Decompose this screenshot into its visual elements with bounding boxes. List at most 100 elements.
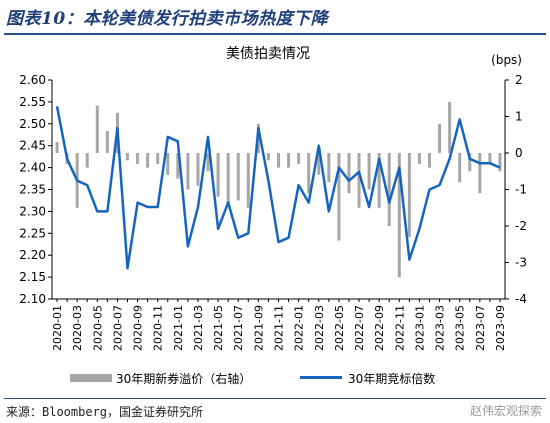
left-tick-label: 2.35 — [19, 183, 46, 197]
left-axis: 2.10 2.15 2.20 2.25 2.30 2.35 2.40 2.45 2.50 2.55… — [19, 73, 52, 306]
bar — [226, 153, 230, 205]
x-tick-label: 2023-07 — [474, 305, 487, 351]
x-tick-label: 2021-03 — [192, 305, 205, 351]
bar — [206, 153, 210, 172]
bar — [397, 153, 401, 278]
left-tick-label: 2.60 — [19, 73, 46, 87]
bar — [85, 153, 89, 168]
bar — [95, 105, 99, 153]
bar — [236, 153, 240, 201]
legend: 30年期新券溢价（右轴） 30年期竞标倍数 — [70, 371, 435, 386]
bar — [136, 153, 140, 164]
x-tick-label: 2020-09 — [132, 305, 145, 351]
x-tick-label: 2021-01 — [172, 305, 185, 351]
figure-header: 图表10：本轮美债发行拍卖市场热度下降 — [0, 0, 550, 36]
line-series — [55, 106, 501, 270]
right-tick-label: -4 — [515, 292, 527, 306]
x-tick-label: 2023-01 — [413, 305, 426, 351]
right-tick-label: -1 — [515, 183, 527, 197]
x-tick-label: 2022-01 — [293, 305, 306, 351]
x-tick-label: 2022-09 — [373, 305, 386, 351]
bar — [347, 153, 351, 194]
left-tick-label: 2.40 — [19, 161, 46, 175]
bar — [246, 153, 250, 208]
bar — [277, 153, 280, 168]
bar — [468, 153, 472, 172]
source-note: 来源：Bloomberg，国金证券研究所 — [6, 405, 204, 419]
combo-chart: 美债拍卖情况 (bps) 2.10 2.15 2.20 2.25 2.30 2.35 2.4… — [19, 46, 527, 386]
x-tick-label: 2023-05 — [454, 305, 467, 351]
legend-line-label: 30年期竞标倍数 — [348, 371, 435, 386]
bar — [407, 153, 411, 237]
x-tick-label: 2022-05 — [333, 305, 346, 351]
bar — [105, 131, 109, 153]
right-tick-label: -3 — [515, 256, 527, 270]
bar — [266, 153, 270, 161]
bar — [337, 153, 341, 241]
bar — [317, 153, 321, 175]
x-tick-label: 2022-03 — [313, 305, 326, 351]
x-tick-label: 2020-11 — [152, 305, 165, 351]
chart-title: 美债拍卖情况 — [226, 46, 310, 62]
bar — [196, 153, 200, 186]
right-tick-label: -2 — [515, 219, 527, 233]
bar — [357, 153, 361, 208]
x-tick-label: 2020-07 — [111, 305, 124, 351]
header-divider — [4, 33, 546, 35]
right-tick-label: 2 — [515, 73, 523, 87]
bar — [327, 153, 331, 183]
bar — [146, 153, 150, 168]
legend-bar-label: 30年期新券溢价（右轴） — [116, 371, 251, 386]
bar — [458, 153, 462, 183]
bar — [297, 153, 301, 164]
left-tick-label: 2.45 — [19, 139, 46, 153]
bar — [126, 153, 129, 161]
right-tick-label: 1 — [515, 110, 523, 124]
left-tick-label: 2.55 — [19, 95, 46, 109]
footer-divider — [4, 398, 546, 399]
bar — [498, 153, 502, 172]
bar — [176, 153, 180, 179]
bar — [377, 153, 381, 208]
bar — [367, 153, 371, 190]
bar — [387, 153, 391, 226]
x-tick-label: 2021-09 — [252, 305, 265, 351]
bar — [428, 153, 431, 168]
left-tick-label: 2.15 — [19, 270, 46, 284]
x-tick-label: 2021-11 — [273, 305, 286, 351]
legend-line-swatch — [300, 376, 342, 379]
bar — [307, 153, 311, 194]
left-tick-label: 2.10 — [19, 292, 46, 306]
plot-frame — [51, 80, 506, 300]
figure-title: 图表10：本轮美债发行拍卖市场热度下降 — [6, 9, 329, 29]
bar — [287, 153, 291, 168]
x-tick-label: 2021-05 — [212, 305, 225, 351]
bar — [156, 153, 160, 164]
left-tick-label: 2.20 — [19, 248, 46, 262]
bid-to-cover-line — [55, 106, 501, 270]
legend-bar-swatch — [70, 374, 112, 382]
bar — [478, 153, 482, 194]
left-tick-label: 2.30 — [19, 204, 46, 218]
bar — [216, 153, 220, 197]
bar — [438, 123, 442, 153]
x-tick-label: 2023-03 — [434, 305, 447, 351]
bar — [166, 153, 170, 175]
right-axis: -4 -3 -2 -1 0 1 2 — [505, 73, 527, 306]
bar — [417, 153, 421, 164]
bar — [186, 153, 190, 190]
left-tick-label: 2.25 — [19, 226, 46, 240]
x-tick-label: 2022-07 — [353, 305, 366, 351]
x-axis: 2020-01 2020-03 2020-05 2020-07 2020-09 2020-… — [51, 299, 507, 351]
x-tick-label: 2022-11 — [393, 305, 406, 351]
x-tick-label: 2023-09 — [494, 305, 507, 351]
x-tick-label: 2020-05 — [91, 305, 104, 351]
x-tick-label: 2020-01 — [51, 305, 64, 351]
bar — [55, 142, 59, 153]
right-axis-unit: (bps) — [491, 53, 522, 67]
left-tick-label: 2.50 — [19, 117, 46, 131]
x-tick-label: 2021-07 — [232, 305, 245, 351]
bar — [488, 153, 492, 164]
bar — [448, 101, 452, 153]
watermark: 赵伟宏观探索 — [469, 404, 542, 418]
